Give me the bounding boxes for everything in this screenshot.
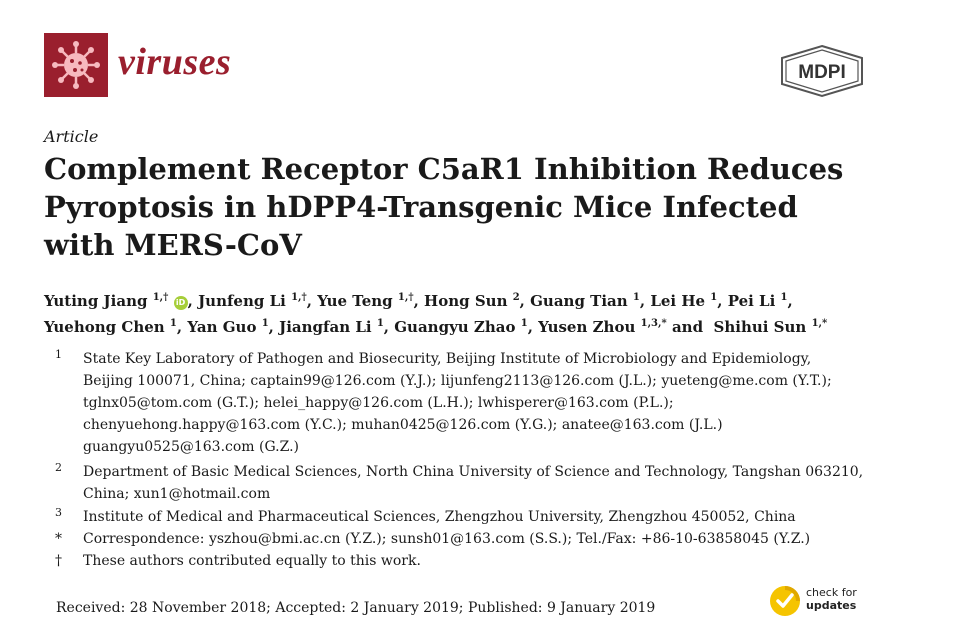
author-affil-marker: 1 [376, 318, 384, 329]
author-name[interactable]: Guangyu Zhao [394, 318, 516, 336]
author-name[interactable]: Yue Teng [317, 292, 393, 310]
affiliation-line: These authors contributed equally to thi… [83, 553, 421, 569]
author-affil-marker: 1 [780, 292, 788, 303]
journal-name[interactable]: viruses [118, 41, 232, 83]
dagger-marker: † [55, 553, 62, 569]
author-affil-marker: 1,† [152, 292, 169, 303]
correspondence-marker: * [55, 531, 62, 547]
article-type: Article [44, 127, 99, 146]
affiliation-line: China; xun1@hotmail.com [83, 486, 271, 502]
affiliation: 2 Department of Basic Medical Sciences, … [55, 461, 925, 505]
author-affil-marker: 1,† [397, 292, 414, 303]
author-name[interactable]: Yuting Jiang [44, 292, 148, 310]
author-affil-marker: 1 [169, 318, 177, 329]
check-for-updates-button[interactable]: check for updates [768, 584, 878, 620]
author-list: Yuting Jiang 1,† iD, Junfeng Li 1,†, Yue… [44, 288, 924, 340]
author-name[interactable]: Junfeng Li [198, 292, 286, 310]
affiliation-line: guangyu0525@163.com (G.Z.) [83, 439, 300, 455]
author-line: Yuting Jiang 1,† iD, Junfeng Li 1,†, Yue… [44, 288, 924, 314]
author-affil-marker: 1,3,* [640, 318, 667, 329]
author-separator: and [666, 318, 709, 336]
author-name[interactable]: Shihui Sun [713, 318, 807, 336]
author-name[interactable]: Yusen Zhou [538, 318, 636, 336]
author-affil-marker: 1 [520, 318, 528, 329]
check-label-line: updates [806, 599, 857, 612]
author-separator: , [268, 318, 280, 336]
author-affil-marker: 1 [710, 292, 718, 303]
author-separator: , [787, 292, 793, 310]
affiliation-line: Beijing 100071, China; captain99@126.com… [83, 373, 832, 389]
author-name[interactable]: Yan Guo [187, 318, 257, 336]
affiliation-text: State Key Laboratory of Pathogen and Bio… [83, 348, 832, 458]
author-separator: , [306, 292, 318, 310]
author-separator: , [717, 292, 728, 310]
virus-icon [52, 41, 100, 89]
check-for-updates-label: check for updates [806, 586, 857, 612]
affiliation: 1 State Key Laboratory of Pathogen and B… [55, 348, 925, 460]
author-affil-marker: 1 [632, 292, 640, 303]
affiliation-text: Institute of Medical and Pharmaceutical … [83, 506, 796, 528]
author-name[interactable]: Pei Li [727, 292, 776, 310]
author-separator: , [519, 292, 531, 310]
affiliation-line: Correspondence: yszhou@bmi.ac.cn (Y.Z.);… [83, 531, 811, 547]
affiliation-marker: 3 [55, 506, 62, 519]
author-separator: , [187, 292, 199, 310]
author-line: Yuehong Chen 1, Yan Guo 1, Jiangfan Li 1… [44, 314, 924, 340]
affiliation-line: tglnx05@tom.com (G.T.); helei_happy@126.… [83, 395, 674, 411]
correspondence: * Correspondence: yszhou@bmi.ac.cn (Y.Z.… [55, 528, 925, 550]
article-title: Complement Receptor C5aR1 Inhibition Red… [44, 150, 844, 264]
publisher-logo[interactable]: MDPI [778, 44, 866, 98]
publisher-logo-text: MDPI [798, 62, 846, 83]
author-affil-marker: 1,* [811, 318, 828, 329]
author-name[interactable]: Jiangfan Li [279, 318, 372, 336]
affiliation-line: Institute of Medical and Pharmaceutical … [83, 509, 796, 525]
author-separator: , [527, 318, 539, 336]
author-name[interactable]: Yuehong Chen [44, 318, 165, 336]
orcid-icon[interactable]: iD [173, 296, 188, 310]
equal-contribution-text: These authors contributed equally to thi… [83, 550, 421, 572]
author-affil-marker: 1 [261, 318, 269, 329]
publication-dates: Received: 28 November 2018; Accepted: 2 … [56, 600, 656, 616]
equal-contribution-note: † These authors contributed equally to t… [55, 550, 925, 572]
title-line: with MERS-CoV [44, 228, 302, 262]
author-separator: , [413, 292, 425, 310]
author-name[interactable]: Hong Sun [424, 292, 508, 310]
author-separator: , [176, 318, 188, 336]
journal-logo[interactable] [44, 33, 108, 97]
author-name[interactable]: Lei He [650, 292, 706, 310]
author-separator: , [639, 292, 651, 310]
author-affil-marker: 1,† [291, 292, 307, 303]
affiliation-marker: 1 [55, 348, 62, 361]
affiliation-line: State Key Laboratory of Pathogen and Bio… [83, 351, 812, 367]
affiliation-marker: 2 [55, 461, 62, 474]
author-affil-marker: 2 [512, 292, 520, 303]
check-badge-icon [770, 586, 800, 616]
correspondence-text: Correspondence: yszhou@bmi.ac.cn (Y.Z.);… [83, 528, 810, 550]
affiliation-text: Department of Basic Medical Sciences, No… [83, 461, 863, 505]
title-line: Pyroptosis in hDPP4-Transgenic Mice Infe… [44, 190, 798, 224]
author-separator: , [383, 318, 395, 336]
check-label-line: check for [806, 586, 857, 599]
author-name[interactable]: Guang Tian [530, 292, 628, 310]
affiliation-line: chenyuehong.happy@163.com (Y.C.); muhan0… [83, 417, 723, 433]
affiliation-line: Department of Basic Medical Sciences, No… [83, 464, 864, 480]
title-line: Complement Receptor C5aR1 Inhibition Red… [44, 152, 844, 186]
affiliation: 3 Institute of Medical and Pharmaceutica… [55, 506, 925, 528]
